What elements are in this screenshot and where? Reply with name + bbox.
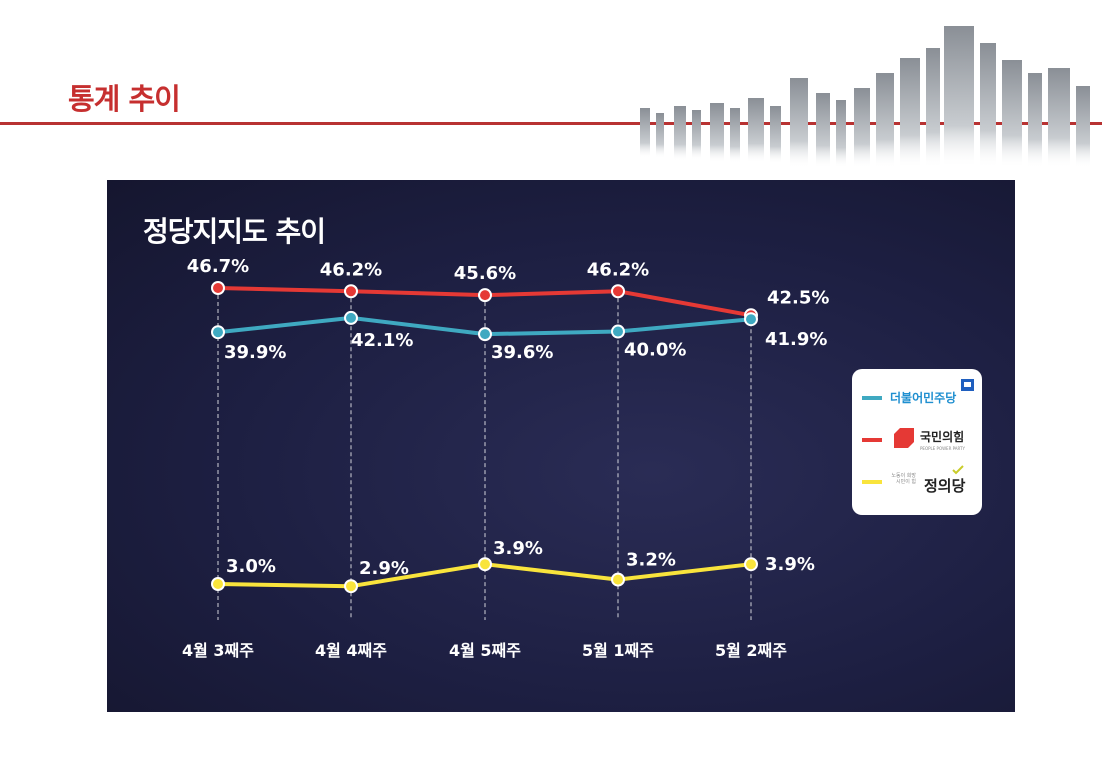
data-point [611,284,625,299]
data-label: 39.6% [491,342,553,363]
line-chart: 4월 3째주 4월 4째주 4월 5째주 5월 1째주 5월 2째주 46.7% 46.2%… [182,256,829,660]
data-point [344,310,358,325]
x-tick-label: 5월 1째주 [582,641,654,660]
data-point [344,579,358,594]
check-icon [952,465,964,475]
chart-title: 정당지지도 추이 [143,215,326,248]
data-point [344,284,358,299]
x-tick-label: 4월 5째주 [449,641,521,660]
data-point [478,327,492,342]
legend-label: 국민의힘 [920,430,965,444]
data-label: 41.9% [765,329,827,350]
data-label: 3.9% [765,554,815,575]
legend-sublabel: PEOPLE POWER PARTY [920,446,965,451]
data-label: 39.9% [224,342,286,363]
data-point [611,572,625,587]
data-point [744,312,758,327]
data-label: 3.0% [226,556,276,577]
data-point [744,557,758,572]
data-label: 46.7% [187,256,249,277]
legend-swatch [862,480,882,484]
data-point [611,324,625,339]
legend-swatch [862,396,882,400]
data-point [211,577,225,591]
red-party-logo-icon [894,428,914,448]
data-label: 42.1% [351,330,413,351]
page-title: 통계 추이 [68,82,181,116]
x-tick-label: 4월 4째주 [315,641,387,660]
data-label: 45.6% [454,263,516,284]
data-label: 3.2% [626,550,676,571]
legend-item-ppp: 국민의힘 PEOPLE POWER PARTY [862,425,977,455]
data-label: 42.5% [767,287,829,308]
legend: 더불어민주당 국민의힘 PEOPLE POWER PARTY 노동이 희망 시민… [852,369,982,515]
legend-slogan: 노동이 희망 시민이 힘 [891,473,916,485]
x-tick-label: 4월 3째주 [182,641,254,660]
data-point [211,281,225,295]
legend-label: 정의당 [924,477,966,495]
data-label: 3.9% [493,538,543,559]
data-label: 46.2% [320,259,382,280]
legend-swatch [862,438,882,442]
data-point [211,325,225,340]
x-tick-label: 5월 2째주 [715,641,787,660]
data-label: 2.9% [359,558,409,579]
flag-icon [961,379,974,391]
legend-item-democratic: 더불어민주당 [862,379,977,413]
data-point [478,557,492,572]
data-point [478,288,492,303]
data-label: 40.0% [624,340,686,361]
data-label: 46.2% [587,259,649,280]
title-divider [0,122,1102,125]
city-skyline-image [640,26,1090,168]
legend-item-justice: 노동이 희망 시민이 힘 정의당 [862,465,977,497]
chart-panel: 정당지지도 추이 4월 3째주 4월 4째주 4월 5째주 5월 1째주 5월 2째주 4… [107,180,1015,712]
legend-label: 더불어민주당 [890,391,957,405]
